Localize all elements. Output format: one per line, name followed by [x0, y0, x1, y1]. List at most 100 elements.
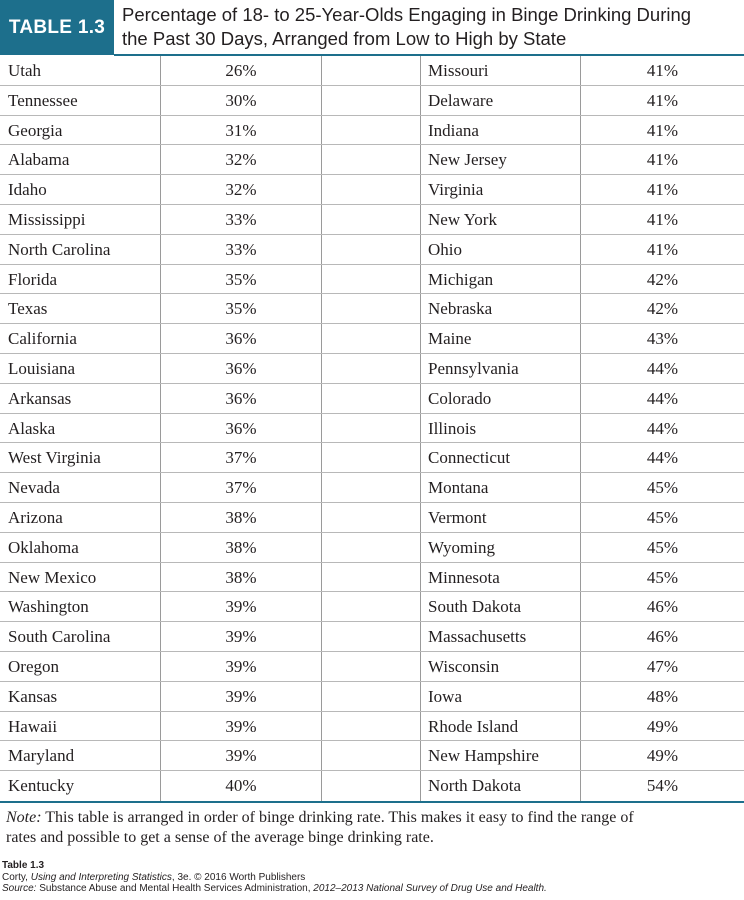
- left-percent-cell: 36%: [225, 359, 257, 378]
- right-state-cell: Nebraska: [428, 299, 493, 319]
- citation-book: Using and Interpreting Statistics: [30, 871, 172, 883]
- right-percent-cell: 46%: [646, 597, 679, 617]
- left-state-cell: Kansas: [8, 686, 58, 706]
- note-text-1: This table is arranged in order of binge…: [45, 809, 634, 826]
- left-state-cell: Georgia: [8, 120, 63, 140]
- right-percent-cell: 44%: [646, 448, 679, 468]
- right-state-cell: Vermont: [428, 508, 487, 527]
- right-percent-cell: 54%: [646, 776, 679, 796]
- left-percent-cell: 33%: [225, 210, 257, 229]
- source-label: Source:: [2, 883, 37, 894]
- caption-source: Source: Substance Abuse and Mental Healt…: [2, 883, 742, 895]
- right-state-cell: South Dakota: [428, 597, 522, 617]
- left-state-cell: Mississippi: [8, 210, 86, 229]
- table-row: West Virginia 37% Connecticut 44%: [0, 443, 744, 474]
- table-title: Percentage of 18- to 25-Year-Olds Engagi…: [122, 3, 742, 51]
- left-percent-cell: 39%: [225, 597, 257, 617]
- table-row: Alabama 32% New Jersey 41%: [0, 145, 744, 176]
- left-percent-cell: 38%: [225, 508, 257, 527]
- table-label: TABLE 1.3: [0, 0, 114, 55]
- left-percent-cell: 36%: [225, 388, 257, 408]
- table-row: Arizona 38% Vermont 45%: [0, 503, 744, 533]
- left-percent-cell: 30%: [225, 90, 257, 110]
- title-line-2: the Past 30 Days, Arranged from Low to H…: [122, 28, 567, 49]
- table-row: Georgia 31% Indiana 41%: [0, 116, 744, 146]
- right-percent-cell: 41%: [646, 210, 679, 229]
- header-rule: [114, 54, 744, 56]
- right-state-cell: New Jersey: [428, 150, 507, 170]
- left-state-cell: North Carolina: [8, 239, 111, 259]
- table-row: Alaska 36% Illinois 44%: [0, 414, 744, 444]
- column-divider: [580, 56, 581, 801]
- table-header: TABLE 1.3 Percentage of 18- to 25-Year-O…: [0, 0, 744, 56]
- right-state-cell: Colorado: [428, 388, 492, 408]
- left-state-cell: Tennessee: [8, 90, 78, 110]
- right-state-cell: Minnesota: [428, 567, 500, 587]
- left-percent-cell: 31%: [225, 120, 257, 140]
- right-percent-cell: 44%: [646, 359, 679, 378]
- left-percent-cell: 32%: [225, 150, 257, 170]
- left-state-cell: Alabama: [8, 150, 70, 170]
- table-row: Hawaii 39% Rhode Island 49%: [0, 712, 744, 742]
- right-percent-cell: 45%: [646, 508, 679, 527]
- column-divider: [420, 56, 421, 801]
- right-percent-cell: 41%: [646, 239, 679, 259]
- right-state-cell: Missouri: [428, 61, 489, 80]
- left-percent-cell: 39%: [225, 716, 257, 736]
- left-state-cell: Washington: [8, 597, 89, 617]
- caption-label: Table 1.3: [2, 860, 45, 871]
- table-row: Utah 26% Missouri 41%: [0, 56, 744, 86]
- left-percent-cell: 37%: [225, 478, 257, 498]
- left-percent-cell: 39%: [225, 627, 257, 647]
- note-text-2: rates and possible to get a sense of the…: [6, 829, 434, 846]
- left-state-cell: New Mexico: [8, 567, 97, 587]
- right-state-cell: Wisconsin: [428, 657, 500, 676]
- table-row: Nevada 37% Montana 45%: [0, 473, 744, 503]
- right-percent-cell: 43%: [646, 329, 679, 349]
- left-percent-cell: 32%: [225, 180, 257, 200]
- right-state-cell: Montana: [428, 478, 489, 498]
- citation-author: Corty,: [2, 871, 31, 883]
- column-divider: [321, 56, 322, 801]
- left-state-cell: Arkansas: [8, 388, 72, 408]
- right-percent-cell: 49%: [646, 716, 679, 736]
- left-state-cell: Alaska: [8, 418, 56, 438]
- table-row: Idaho 32% Virginia 41%: [0, 175, 744, 205]
- left-state-cell: Oregon: [8, 657, 59, 676]
- right-state-cell: Iowa: [428, 686, 462, 706]
- right-percent-cell: 42%: [646, 269, 679, 289]
- left-percent-cell: 40%: [225, 776, 257, 796]
- right-state-cell: Massachusetts: [428, 627, 527, 647]
- left-percent-cell: 38%: [225, 567, 257, 587]
- left-state-cell: Hawaii: [8, 716, 58, 736]
- left-state-cell: Florida: [8, 269, 58, 289]
- right-percent-cell: 48%: [646, 686, 679, 706]
- right-percent-cell: 46%: [646, 627, 679, 647]
- bottom-rule: [0, 801, 744, 803]
- left-state-cell: South Carolina: [8, 627, 111, 647]
- table-row: Florida 35% Michigan 42%: [0, 265, 744, 295]
- right-state-cell: Michigan: [428, 269, 494, 289]
- left-state-cell: Arizona: [8, 508, 63, 527]
- table-row: Arkansas 36% Colorado 44%: [0, 384, 744, 414]
- right-state-cell: New Hampshire: [428, 746, 539, 766]
- table-row: Maryland 39% New Hampshire 49%: [0, 741, 744, 772]
- caption-citation: Corty, Using and Interpreting Statistics…: [2, 872, 742, 884]
- left-state-cell: Nevada: [8, 478, 60, 498]
- left-state-cell: California: [8, 329, 77, 349]
- table-row: New Mexico 38% Minnesota 45%: [0, 563, 744, 593]
- table-row: Louisiana 36% Pennsylvania 44%: [0, 354, 744, 384]
- right-state-cell: Pennsylvania: [428, 359, 519, 378]
- right-percent-cell: 41%: [646, 120, 679, 140]
- table-row: North Carolina 33% Ohio 41%: [0, 235, 744, 265]
- left-percent-cell: 39%: [225, 657, 257, 676]
- table-row: Kentucky 40% North Dakota 54%: [0, 771, 744, 801]
- right-state-cell: Indiana: [428, 120, 479, 140]
- note-label: Note:: [6, 809, 42, 826]
- table-row: California 36% Maine 43%: [0, 324, 744, 354]
- right-percent-cell: 41%: [646, 150, 679, 170]
- right-percent-cell: 41%: [646, 180, 679, 200]
- left-state-cell: Louisiana: [8, 359, 76, 378]
- right-percent-cell: 41%: [646, 61, 679, 80]
- citation-rest: , 3e. © 2016 Worth Publishers: [171, 871, 306, 883]
